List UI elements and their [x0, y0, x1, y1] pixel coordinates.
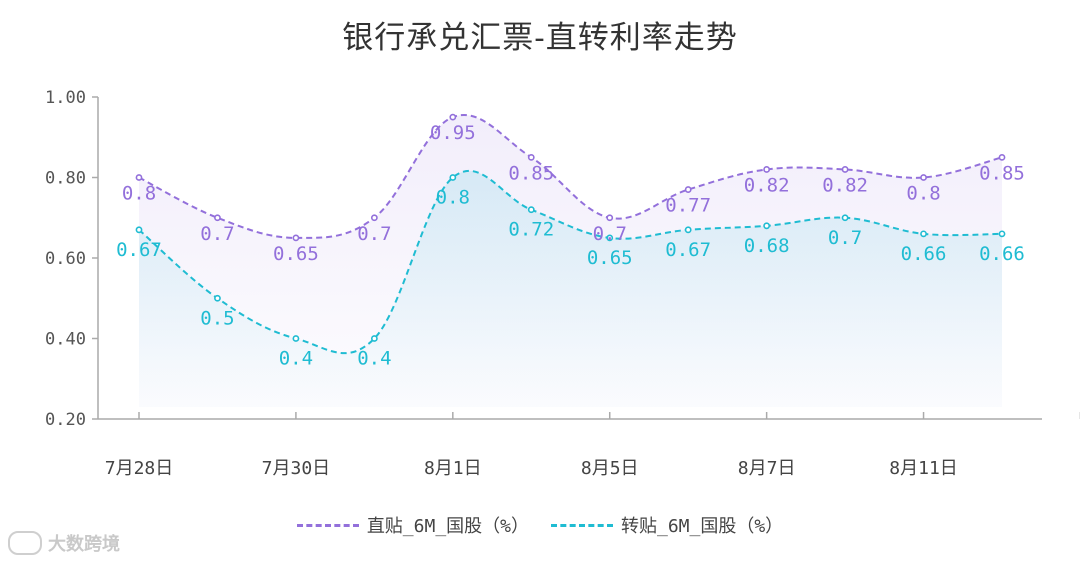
data-point-zhitie: [763, 166, 771, 173]
data-point-zhitie: [841, 166, 849, 173]
watermark-text: 大数跨境: [48, 534, 120, 555]
legend-item-zhuantie[interactable]: 转贴_6M_国股（%）: [551, 512, 783, 538]
data-point-zhitie: [684, 186, 692, 193]
y-tick-label: 0.60: [45, 249, 86, 269]
data-label-zhitie: 0.8: [122, 183, 156, 205]
x-tick-label: 7月30日: [262, 458, 331, 479]
data-point-zhuantie: [449, 174, 457, 181]
legend-swatch-purple: [296, 523, 359, 527]
data-label-zhuantie: 0.5: [200, 307, 234, 329]
data-label-zhitie: 0.82: [744, 174, 790, 196]
x-tick-label: 7月28日: [105, 458, 174, 479]
data-label-zhitie: 0.8: [906, 183, 940, 205]
data-label-zhuantie: 0.65: [587, 247, 633, 269]
data-label-zhitie: 0.7: [200, 223, 234, 245]
data-label-zhuantie: 0.68: [744, 235, 790, 257]
data-label-zhuantie: 0.4: [279, 348, 313, 370]
data-point-zhitie: [292, 234, 300, 242]
data-label-zhitie: 0.7: [593, 223, 627, 245]
data-point-zhitie: [527, 153, 535, 161]
legend-label-zhuantie: 转贴_6M_国股（%）: [621, 516, 784, 537]
data-label-zhuantie: 0.8: [436, 187, 470, 209]
data-label-zhitie: 0.85: [979, 162, 1025, 184]
y-tick-label: 1.00: [45, 88, 86, 108]
data-point-zhuantie: [998, 230, 1006, 238]
data-label-zhuantie: 0.67: [116, 239, 162, 261]
data-point-zhuantie: [135, 226, 143, 234]
chart-title: 银行承兑汇票-直转利率走势: [342, 20, 738, 56]
data-point-zhuantie: [763, 222, 771, 230]
data-label-zhitie: 0.77: [665, 195, 711, 217]
legend: 直贴_6M_国股（%） 转贴_6M_国股（%）: [0, 512, 1080, 538]
data-point-zhuantie: [292, 335, 300, 342]
x-tick-label: 8月5日: [581, 458, 639, 479]
data-point-zhitie: [449, 113, 457, 121]
line-zhitie: [138, 114, 1003, 239]
data-point-zhuantie: [684, 226, 692, 234]
data-point-zhitie: [214, 214, 221, 222]
data-label-zhuantie: 0.67: [665, 239, 711, 261]
data-point-zhuantie: [606, 234, 614, 242]
data-label-zhuantie: 0.72: [508, 219, 554, 241]
data-point-zhitie: [135, 174, 143, 181]
data-point-zhuantie: [841, 214, 849, 222]
watermark-logo-icon: [8, 531, 42, 555]
data-point-zhitie: [920, 174, 927, 181]
data-point-zhitie: [606, 214, 614, 222]
data-point-zhuantie: [370, 335, 378, 342]
y-tick-label: 0.80: [45, 169, 86, 189]
legend-swatch-cyan: [551, 523, 613, 527]
data-label-zhuantie: 0.66: [979, 243, 1025, 265]
data-label-zhitie: 0.95: [430, 122, 476, 144]
data-label-zhuantie: 0.4: [357, 348, 391, 370]
y-tick-label: 0.20: [45, 410, 86, 430]
legend-item-zhitie[interactable]: 直贴_6M_国股（%）: [296, 512, 529, 538]
data-point-zhuantie: [527, 206, 535, 214]
data-point-zhuantie: [214, 294, 221, 302]
data-point-zhitie: [998, 153, 1006, 161]
watermark: 大数跨境: [8, 530, 120, 556]
x-tick-label: 8月11日: [889, 458, 958, 479]
y-tick-label: 0.40: [45, 330, 86, 350]
data-label-zhitie: 0.7: [357, 223, 391, 245]
area-zhuantie: [139, 170, 1002, 407]
data-point-zhuantie: [920, 230, 927, 238]
data-label-zhuantie: 0.7: [828, 227, 862, 249]
x-tick-label: 8月7日: [738, 458, 796, 479]
data-label-zhitie: 0.85: [508, 162, 554, 184]
data-point-zhitie: [370, 214, 378, 222]
data-label-zhuantie: 0.66: [901, 243, 947, 265]
legend-label-zhitie: 直贴_6M_国股（%）: [366, 516, 529, 537]
data-label-zhitie: 0.65: [273, 243, 319, 265]
x-tick-label: 8月1日: [424, 458, 482, 479]
data-label-zhitie: 0.82: [822, 174, 868, 196]
